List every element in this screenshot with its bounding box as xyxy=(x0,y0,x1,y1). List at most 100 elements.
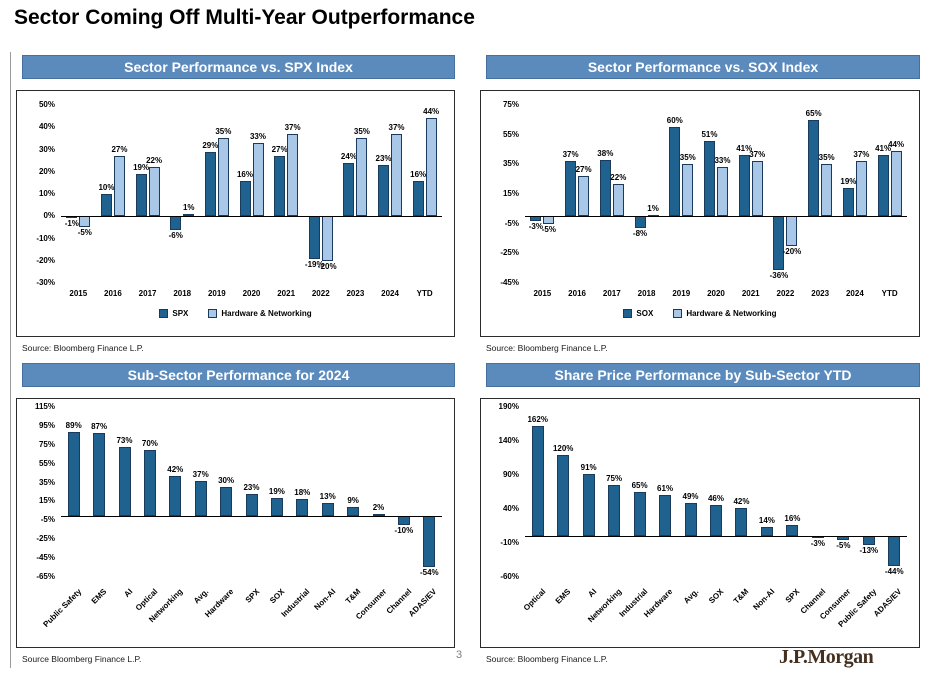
bar-value-label: 35% xyxy=(353,127,370,137)
source-note-sox: Source: Bloomberg Finance L.P. xyxy=(486,343,608,353)
y-tick-label: 35% xyxy=(502,159,519,169)
y-tick-label: -5% xyxy=(40,515,55,525)
chart-spx-vs-sector: 50% 40% 30% 20% 10% 0% -10% -20% -30% -1% -5% 2015 1… xyxy=(16,90,455,337)
bar xyxy=(220,487,233,516)
source-note-subsector-ytd: Source: Bloomberg Finance L.P. xyxy=(486,654,608,664)
bar xyxy=(270,497,283,516)
bar xyxy=(612,183,624,217)
bar-value-label: -10% xyxy=(394,526,414,536)
bar-value-label: -54% xyxy=(419,567,439,577)
legend-swatch xyxy=(673,309,683,318)
bar-value-label: 51% xyxy=(701,129,718,139)
bar-value-label: 73% xyxy=(116,435,133,445)
bar xyxy=(565,161,577,217)
y-tick-label: -5% xyxy=(504,218,519,228)
bar-value-label: 13% xyxy=(319,492,336,502)
x-axis-line xyxy=(61,515,442,517)
bar-value-label: 35% xyxy=(818,153,835,163)
bar xyxy=(217,138,229,217)
bar xyxy=(877,155,889,217)
bar xyxy=(659,494,672,537)
bar xyxy=(704,140,715,217)
x-axis-line xyxy=(525,216,907,218)
y-tick-label: 10% xyxy=(38,189,55,198)
legend-item: Hardware & Networking xyxy=(673,309,777,318)
bar-value-label: 162% xyxy=(527,415,548,425)
legend-item: SOX xyxy=(623,309,653,318)
y-tick-label: 140% xyxy=(498,436,519,445)
bar-value-label: 23% xyxy=(243,482,260,492)
bar xyxy=(296,498,309,516)
x-axis-label: YTD xyxy=(881,289,898,298)
legend-label: SPX xyxy=(172,309,189,318)
bar xyxy=(321,216,333,261)
y-tick-label: 20% xyxy=(38,166,55,176)
legend-swatch xyxy=(623,309,633,318)
bar-value-label: 91% xyxy=(580,463,597,473)
bar-value-label: -19% xyxy=(304,259,324,269)
bar xyxy=(343,162,355,217)
bar xyxy=(738,155,750,217)
x-axis-label: 2020 xyxy=(242,289,261,298)
x-axis-label: 2017 xyxy=(138,289,157,298)
bar-value-label: 42% xyxy=(733,496,750,506)
y-tick-label: -45% xyxy=(500,278,519,287)
bar-value-label: -1% xyxy=(64,219,79,229)
chart-header-spx: Sector Performance vs. SPX Index xyxy=(22,55,455,79)
bar-value-label: 27% xyxy=(575,165,592,175)
y-tick-label: -60% xyxy=(500,572,519,581)
legend-label: Hardware & Networking xyxy=(686,309,777,318)
bar xyxy=(308,216,320,259)
bar-value-label: 61% xyxy=(657,483,674,493)
y-tick-label: 190% xyxy=(498,402,519,411)
bar-value-label: 29% xyxy=(202,140,219,150)
bar xyxy=(423,515,436,567)
bar-value-label: 120% xyxy=(552,443,574,453)
bar-value-label: 27% xyxy=(111,145,128,155)
bar-value-label: 37% xyxy=(388,122,405,132)
x-axis-label: 2016 xyxy=(568,289,586,298)
bar-value-label: 9% xyxy=(347,496,359,506)
bar-value-label: 75% xyxy=(606,474,623,484)
bar xyxy=(633,492,646,537)
x-axis-label: 2021 xyxy=(277,289,296,298)
bar-value-label: 37% xyxy=(853,150,870,160)
bar xyxy=(118,446,131,516)
chart-sox-vs-sector: 75% 55% 35% 15% -5% -25% -45% -3% -5% 2015 37% 27% 2… xyxy=(480,90,920,337)
bar xyxy=(808,119,820,217)
bar xyxy=(582,474,595,537)
bar xyxy=(855,161,867,217)
legend-swatch xyxy=(159,309,169,318)
bar-value-label: 89% xyxy=(65,420,82,430)
x-axis-line xyxy=(525,536,907,538)
bar xyxy=(760,526,773,537)
bar-value-label: 10% xyxy=(98,183,115,192)
bar-value-label: -5% xyxy=(77,228,92,238)
bar-value-label: -8% xyxy=(632,229,648,239)
y-tick-label: 40% xyxy=(502,504,519,513)
bar xyxy=(634,216,646,229)
x-axis-label: YTD xyxy=(416,289,433,298)
panel-subsector-ytd: Share Price Performance by Sub-Sector YT… xyxy=(480,363,920,664)
source-note-subsector-2024: Source Bloomberg Finance L.P. xyxy=(22,654,142,664)
bar xyxy=(100,194,112,217)
bar xyxy=(135,173,147,217)
legend-item: Hardware & Networking xyxy=(208,309,312,318)
x-axis-label: 2018 xyxy=(637,289,656,298)
bar xyxy=(773,216,785,270)
legend: SPX Hardware & Networking xyxy=(17,309,454,318)
y-tick-label: 35% xyxy=(38,477,55,487)
bar-value-label: 1% xyxy=(647,203,659,213)
bar xyxy=(397,515,410,526)
y-tick-label: -10% xyxy=(500,538,519,547)
bar xyxy=(608,485,621,537)
chart-subsector-ytd: 190% 140% 90% 40% -10% -60% 162% Optical 120% EMS… xyxy=(480,398,920,648)
bar-value-label: 33% xyxy=(714,156,731,166)
bar xyxy=(751,161,763,217)
chart-subsector-2024: 115% 95% 75% 55% 35% 15% -5% -25% -45% -65% 89% Pub… xyxy=(16,398,455,648)
y-tick-label: 50% xyxy=(38,100,55,109)
bar-value-label: 2% xyxy=(372,502,385,512)
bar-value-label: -44% xyxy=(884,567,904,577)
bar xyxy=(113,156,125,217)
bar-value-label: 70% xyxy=(141,438,158,448)
